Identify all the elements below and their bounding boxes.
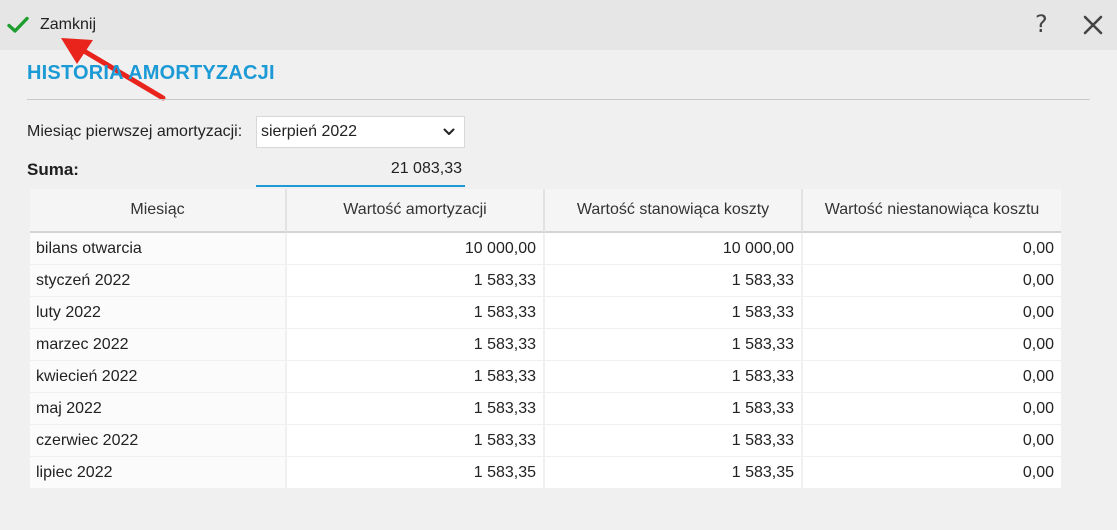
table-row[interactable]: lipiec 2022 1 583,35 1 583,35 0,00 (30, 457, 1061, 489)
column-header-cost-value[interactable]: Wartość stanowiąca koszty (545, 189, 803, 233)
amortization-cell: 1 583,33 (287, 425, 545, 457)
column-header-month[interactable]: Miesiąc (30, 189, 287, 233)
month-cell: marzec 2022 (30, 329, 287, 361)
column-header-amortization[interactable]: Wartość amortyzacji (287, 189, 545, 233)
amortization-cell: 1 583,33 (287, 297, 545, 329)
amortization-table: Miesiąc Wartość amortyzacji Wartość stan… (30, 189, 1061, 489)
amortization-cell: 1 583,33 (287, 329, 545, 361)
cost-value-cell: 1 583,33 (545, 393, 803, 425)
cost-value-cell: 1 583,33 (545, 361, 803, 393)
top-toolbar: Zamknij ? (0, 0, 1117, 50)
amortization-cell: 1 583,33 (287, 265, 545, 297)
table-header: Miesiąc Wartość amortyzacji Wartość stan… (30, 189, 1061, 233)
month-cell: bilans otwarcia (30, 233, 287, 265)
close-button-label: Zamknij (40, 16, 97, 33)
check-icon (7, 16, 29, 33)
month-cell: maj 2022 (30, 393, 287, 425)
table-row[interactable]: bilans otwarcia 10 000,00 10 000,00 0,00 (30, 233, 1061, 265)
cost-value-cell: 1 583,35 (545, 457, 803, 489)
cost-value-cell: 1 583,33 (545, 297, 803, 329)
non-cost-value-cell: 0,00 (803, 457, 1061, 489)
table-row[interactable]: czerwiec 2022 1 583,33 1 583,33 0,00 (30, 425, 1061, 457)
first-month-label: Miesiąc pierwszej amortyzacji: (27, 123, 243, 140)
month-cell: lipiec 2022 (30, 457, 287, 489)
non-cost-value-cell: 0,00 (803, 393, 1061, 425)
non-cost-value-cell: 0,00 (803, 297, 1061, 329)
table-row[interactable]: luty 2022 1 583,33 1 583,33 0,00 (30, 297, 1061, 329)
cost-value-cell: 1 583,33 (545, 265, 803, 297)
table-row[interactable]: marzec 2022 1 583,33 1 583,33 0,00 (30, 329, 1061, 361)
non-cost-value-cell: 0,00 (803, 329, 1061, 361)
amortization-cell: 1 583,33 (287, 361, 545, 393)
title-divider (27, 99, 1090, 100)
page-title: HISTORIA AMORTYZACJI (27, 62, 275, 84)
table-row[interactable]: maj 2022 1 583,33 1 583,33 0,00 (30, 393, 1061, 425)
column-header-non-cost-value[interactable]: Wartość niestanowiąca kosztu (803, 189, 1061, 233)
non-cost-value-cell: 0,00 (803, 265, 1061, 297)
cost-value-cell: 1 583,33 (545, 329, 803, 361)
chevron-down-icon (443, 128, 455, 135)
sum-label: Suma: (27, 160, 79, 179)
non-cost-value-cell: 0,00 (803, 233, 1061, 265)
help-icon[interactable]: ? (1035, 10, 1048, 38)
non-cost-value-cell: 0,00 (803, 361, 1061, 393)
first-month-select[interactable]: sierpień 2022 (256, 116, 465, 148)
month-cell: czerwiec 2022 (30, 425, 287, 457)
sum-field: 21 083,33 (256, 153, 465, 187)
amortization-cell: 1 583,35 (287, 457, 545, 489)
amortization-cell: 1 583,33 (287, 393, 545, 425)
amortization-cell: 10 000,00 (287, 233, 545, 265)
month-cell: kwiecień 2022 (30, 361, 287, 393)
close-icon[interactable] (1083, 15, 1103, 35)
month-cell: luty 2022 (30, 297, 287, 329)
non-cost-value-cell: 0,00 (803, 425, 1061, 457)
cost-value-cell: 1 583,33 (545, 425, 803, 457)
table-row[interactable]: kwiecień 2022 1 583,33 1 583,33 0,00 (30, 361, 1061, 393)
table-row[interactable]: styczeń 2022 1 583,33 1 583,33 0,00 (30, 265, 1061, 297)
month-cell: styczeń 2022 (30, 265, 287, 297)
close-button[interactable]: Zamknij (6, 12, 96, 38)
first-month-value: sierpień 2022 (261, 123, 358, 140)
cost-value-cell: 10 000,00 (545, 233, 803, 265)
